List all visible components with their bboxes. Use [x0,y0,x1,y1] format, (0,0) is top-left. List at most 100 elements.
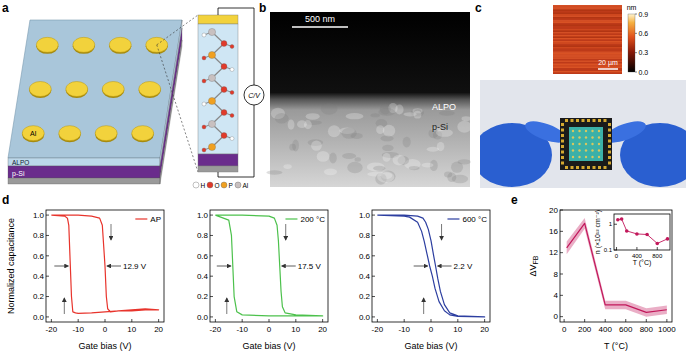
x-tick [484,319,485,322]
annotation-arrow [217,266,231,267]
y-axis-label: ΔVFB [528,255,539,276]
atom [221,133,227,139]
wire [218,8,254,85]
y-tick-label: 1.0 [197,211,209,220]
afm-texture [553,68,622,70]
layer-label: p-Si [432,122,448,132]
y-axis-label: Normalized capacitance [6,218,16,314]
electrode [22,126,44,141]
afm-texture [553,56,622,58]
y-tick [560,274,563,275]
texture [427,147,439,152]
zoom-line [157,15,198,45]
chip-pin [561,129,564,132]
atom [230,68,234,72]
chip-pin [561,134,564,137]
texture [452,175,468,183]
afm-texture [553,10,622,12]
atom-label: P [229,182,233,189]
colorbar-tick-label: 0.0 [639,69,649,76]
atom [230,91,234,95]
sem-image [270,12,470,187]
chip-pin [598,166,601,169]
x-tick-label: -10 [236,325,248,334]
colorbar [628,14,635,72]
chip-pin [561,151,564,154]
atom-label: H [201,182,206,189]
annotation-arrow [54,266,68,267]
slab-top [8,20,182,158]
chip-pad [591,130,593,132]
x-tick-label: 10 [291,325,300,334]
atom-label: Al [243,182,249,189]
chip-pad [598,149,600,151]
x-tick-label: 0 [103,325,108,334]
atom-key [207,182,213,188]
y-tick-label: 0.2 [359,292,371,301]
atom [208,97,215,104]
layer-label: p-Si [12,170,25,178]
atom [202,148,206,152]
y-tick [210,255,213,256]
annotation-arrow [282,266,296,267]
colorbar-tick-label: 0.9 [639,11,649,18]
chip-pad [572,136,574,138]
y-tick-label: 0.4 [197,272,209,281]
afm-texture [553,41,622,43]
afm-image [553,5,622,74]
inset-alpo [198,24,238,154]
texture [355,157,361,161]
x-tick [431,319,432,322]
x-tick-label: 10 [127,325,136,334]
colorbar-tick-label: 0.3 [639,49,649,56]
y-tick-label: 0.6 [359,252,371,261]
marker [645,233,649,237]
chip-pad [585,143,587,145]
x-tick [457,319,458,322]
chip-pad [572,156,574,158]
chip-pin [576,119,579,122]
marker [625,229,629,233]
electrode [59,126,81,141]
afm-texture [553,50,622,52]
x-tick-label: -10 [72,325,84,334]
chart: 0.00.20.40.60.81.0-20-1001020Gate bias (… [359,210,490,351]
y-tick-label: 0.4 [359,272,371,281]
chip-pin [571,119,574,122]
x-axis-label: T (°C) [633,259,652,267]
atom [230,114,234,118]
series-line [215,215,322,316]
chip-pad [585,156,587,158]
x-tick [131,319,132,322]
x-tick [269,319,270,322]
panel-letter: d [2,193,9,207]
sweep-arrow [226,298,227,314]
y-tick [46,235,49,236]
annotation: 2.2 V [454,262,473,271]
x-axis-label: T (°C) [604,341,628,351]
y-tick [46,276,49,277]
marker [655,242,659,246]
scale-label: 20 µm [598,59,618,67]
x-tick [666,319,667,322]
annotation: 17.5 V [298,262,322,271]
electrode [29,82,51,97]
y-tick [46,316,49,317]
electrode [73,37,95,52]
electrode [109,37,131,52]
x-tick-label: 20 [480,325,489,334]
chip-pin [565,119,568,122]
x-tick-label: 800 [640,325,654,334]
texture [347,162,362,173]
y-tick-label: 0.8 [33,231,45,240]
atom [202,125,206,129]
y-tick-label: 16 [549,227,558,236]
plot-data [616,217,669,245]
y-tick-label: 0.8 [197,231,209,240]
y-tick-label: 0.0 [359,313,371,322]
x-tick [616,247,617,250]
y-tick [210,296,213,297]
texture [458,159,471,164]
texture [380,104,391,115]
colorbar-tick [635,52,637,53]
